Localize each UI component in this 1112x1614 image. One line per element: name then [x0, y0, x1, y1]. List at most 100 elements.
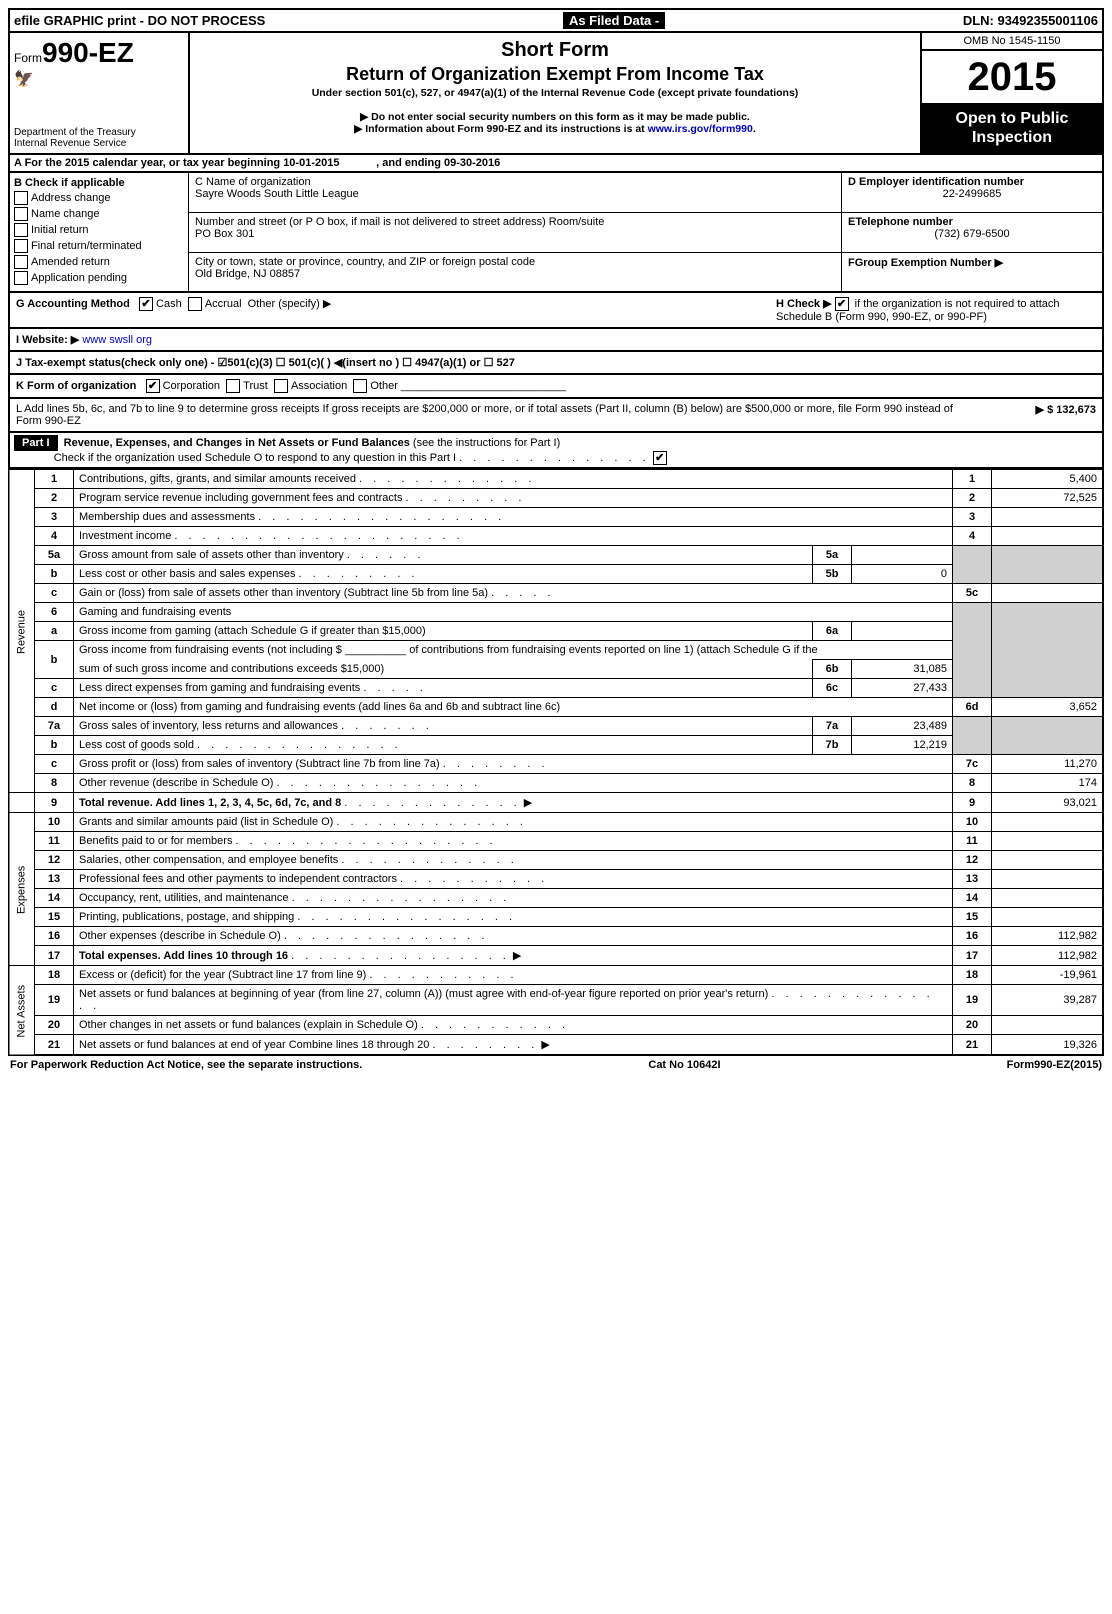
footer-mid: Cat No 10642I: [648, 1059, 720, 1071]
line-6a: a Gross income from gaming (attach Sched…: [9, 622, 1103, 641]
line-6b-bot: sum of such gross income and contributio…: [9, 660, 1103, 679]
k-form-org-row: K Form of organization ✔Corporation Trus…: [8, 375, 1104, 399]
eagle-icon: 🦅: [14, 69, 184, 89]
street-label: Number and street (or P O box, if mail i…: [195, 216, 604, 228]
line-14: 14 Occupancy, rent, utilities, and maint…: [9, 889, 1103, 908]
amt-14: [992, 889, 1104, 908]
chk-initial[interactable]: Initial return: [14, 223, 184, 237]
row-a-end: , and ending 09-30-2016: [376, 157, 500, 169]
part1-title: Revenue, Expenses, and Changes in Net As…: [64, 437, 410, 449]
amt-7b: 12,219: [852, 736, 953, 755]
side-label-netassets: Net Assets: [9, 966, 35, 1056]
note-ssn: ▶ Do not enter social security numbers o…: [194, 111, 916, 123]
amt-19: 39,287: [992, 985, 1104, 1016]
row-a: A For the 2015 calendar year, or tax yea…: [8, 155, 1104, 173]
line-8: 8 Other revenue (describe in Schedule O)…: [9, 774, 1103, 793]
department: Department of the Treasury Internal Reve…: [14, 127, 184, 149]
amt-20: [992, 1016, 1104, 1035]
efile-label: efile GRAPHIC print - DO NOT PROCESS: [14, 13, 265, 28]
form-number: Form990-EZ: [14, 37, 184, 69]
col-b: B Check if applicable Address change Nam…: [10, 173, 189, 291]
city-label: City or town, state or province, country…: [195, 256, 535, 268]
h-label: H Check ▶: [776, 298, 832, 310]
accrual-label: Accrual: [205, 298, 242, 310]
side-label-revenue: Revenue: [9, 470, 35, 793]
part1-header-row: Part I Revenue, Expenses, and Changes in…: [8, 433, 1104, 469]
chk-final[interactable]: Final return/terminated: [14, 239, 184, 253]
footer-right: Form990-EZ(2015): [1007, 1059, 1102, 1071]
amt-6d: 3,652: [992, 698, 1104, 717]
group-exemption-label: FGroup Exemption Number ▶: [848, 257, 1003, 269]
line-6b-top: b Gross income from fundraising events (…: [9, 641, 1103, 660]
group-exemption-cell: FGroup Exemption Number ▶: [842, 253, 1102, 292]
col-de: D Employer identification number 22-2499…: [842, 173, 1102, 291]
dept-line1: Department of the Treasury: [14, 127, 184, 138]
amt-18: -19,961: [992, 966, 1104, 985]
line-20: 20 Other changes in net assets or fund b…: [9, 1016, 1103, 1035]
line-3: 3 Membership dues and assessments . . . …: [9, 508, 1103, 527]
open-to-public: Open to Public Inspection: [922, 103, 1102, 153]
g-label: G Accounting Method: [16, 298, 130, 310]
chk-other-org[interactable]: [353, 379, 367, 393]
org-name-cell: C Name of organization Sayre Woods South…: [189, 173, 841, 213]
chk-trust[interactable]: [226, 379, 240, 393]
amt-5c: [992, 584, 1104, 603]
g-h-row: G Accounting Method ✔Cash Accrual Other …: [8, 293, 1104, 329]
assoc-label: Association: [291, 380, 347, 392]
amt-6b: 31,085: [852, 660, 953, 679]
chk-cash[interactable]: ✔: [139, 297, 153, 311]
chk-pending[interactable]: Application pending: [14, 271, 184, 285]
line-5c: c Gain or (loss) from sale of assets oth…: [9, 584, 1103, 603]
line-18: Net Assets 18 Excess or (deficit) for th…: [9, 966, 1103, 985]
line-6d: d Net income or (loss) from gaming and f…: [9, 698, 1103, 717]
irs-link[interactable]: www.irs.gov/form990: [648, 123, 753, 135]
street-value: PO Box 301: [195, 228, 254, 240]
chk-assoc[interactable]: [274, 379, 288, 393]
amt-1: 5,400: [992, 470, 1104, 489]
h-check: H Check ▶ ✔ if the organization is not r…: [776, 297, 1096, 323]
dept-line2: Internal Revenue Service: [14, 138, 184, 149]
ein-label: D Employer identification number: [848, 176, 1024, 188]
omb-number: OMB No 1545-1150: [922, 33, 1102, 51]
chk-amended[interactable]: Amended return: [14, 255, 184, 269]
chk-address[interactable]: Address change: [14, 191, 184, 205]
chk-h[interactable]: ✔: [835, 297, 849, 311]
chk-name[interactable]: Name change: [14, 207, 184, 221]
amt-11: [992, 832, 1104, 851]
org-name-label: C Name of organization: [195, 176, 311, 188]
i-website-row: I Website: ▶ www swsll org: [8, 329, 1104, 352]
k-label: K Form of organization: [16, 380, 136, 392]
j-tax-status-row: J Tax-exempt status(check only one) - ☑5…: [8, 352, 1104, 375]
row-a-begin: A For the 2015 calendar year, or tax yea…: [14, 157, 339, 169]
dln-label: DLN: 93492355001106: [963, 13, 1098, 28]
ein-cell: D Employer identification number 22-2499…: [842, 173, 1102, 213]
line-7b: b Less cost of goods sold . . . . . . . …: [9, 736, 1103, 755]
corp-label: Corporation: [163, 380, 220, 392]
amt-21: 19,326: [992, 1035, 1104, 1056]
header-right: OMB No 1545-1150 2015 Open to Public Ins…: [922, 33, 1102, 153]
line-12: 12 Salaries, other compensation, and emp…: [9, 851, 1103, 870]
part1-sub: (see the instructions for Part I): [413, 437, 560, 449]
amt-2: 72,525: [992, 489, 1104, 508]
amt-15: [992, 908, 1104, 927]
footer-left: For Paperwork Reduction Act Notice, see …: [10, 1059, 362, 1071]
line-1: Revenue 1 Contributions, gifts, grants, …: [9, 470, 1103, 489]
top-bar: efile GRAPHIC print - DO NOT PROCESS As …: [8, 8, 1104, 33]
part1-check-text: Check if the organization used Schedule …: [54, 452, 456, 464]
website-link[interactable]: www swsll org: [82, 334, 152, 346]
chk-schedule-o[interactable]: ✔: [653, 451, 667, 465]
line-19: 19 Net assets or fund balances at beginn…: [9, 985, 1103, 1016]
line-13: 13 Professional fees and other payments …: [9, 870, 1103, 889]
l-text: L Add lines 5b, 6c, and 7b to line 9 to …: [16, 403, 976, 427]
other-label: Other (specify) ▶: [248, 298, 332, 310]
line-2: 2 Program service revenue including gove…: [9, 489, 1103, 508]
chk-corp[interactable]: ✔: [146, 379, 160, 393]
footer: For Paperwork Reduction Act Notice, see …: [8, 1056, 1104, 1074]
side-label-expenses: Expenses: [9, 813, 35, 966]
line-5b: b Less cost or other basis and sales exp…: [9, 565, 1103, 584]
chk-accrual[interactable]: [188, 297, 202, 311]
phone-label: ETelephone number: [848, 216, 953, 228]
amt-5a: [852, 546, 953, 565]
open-line2: Inspection: [972, 129, 1052, 146]
line-6: 6 Gaming and fundraising events: [9, 603, 1103, 622]
